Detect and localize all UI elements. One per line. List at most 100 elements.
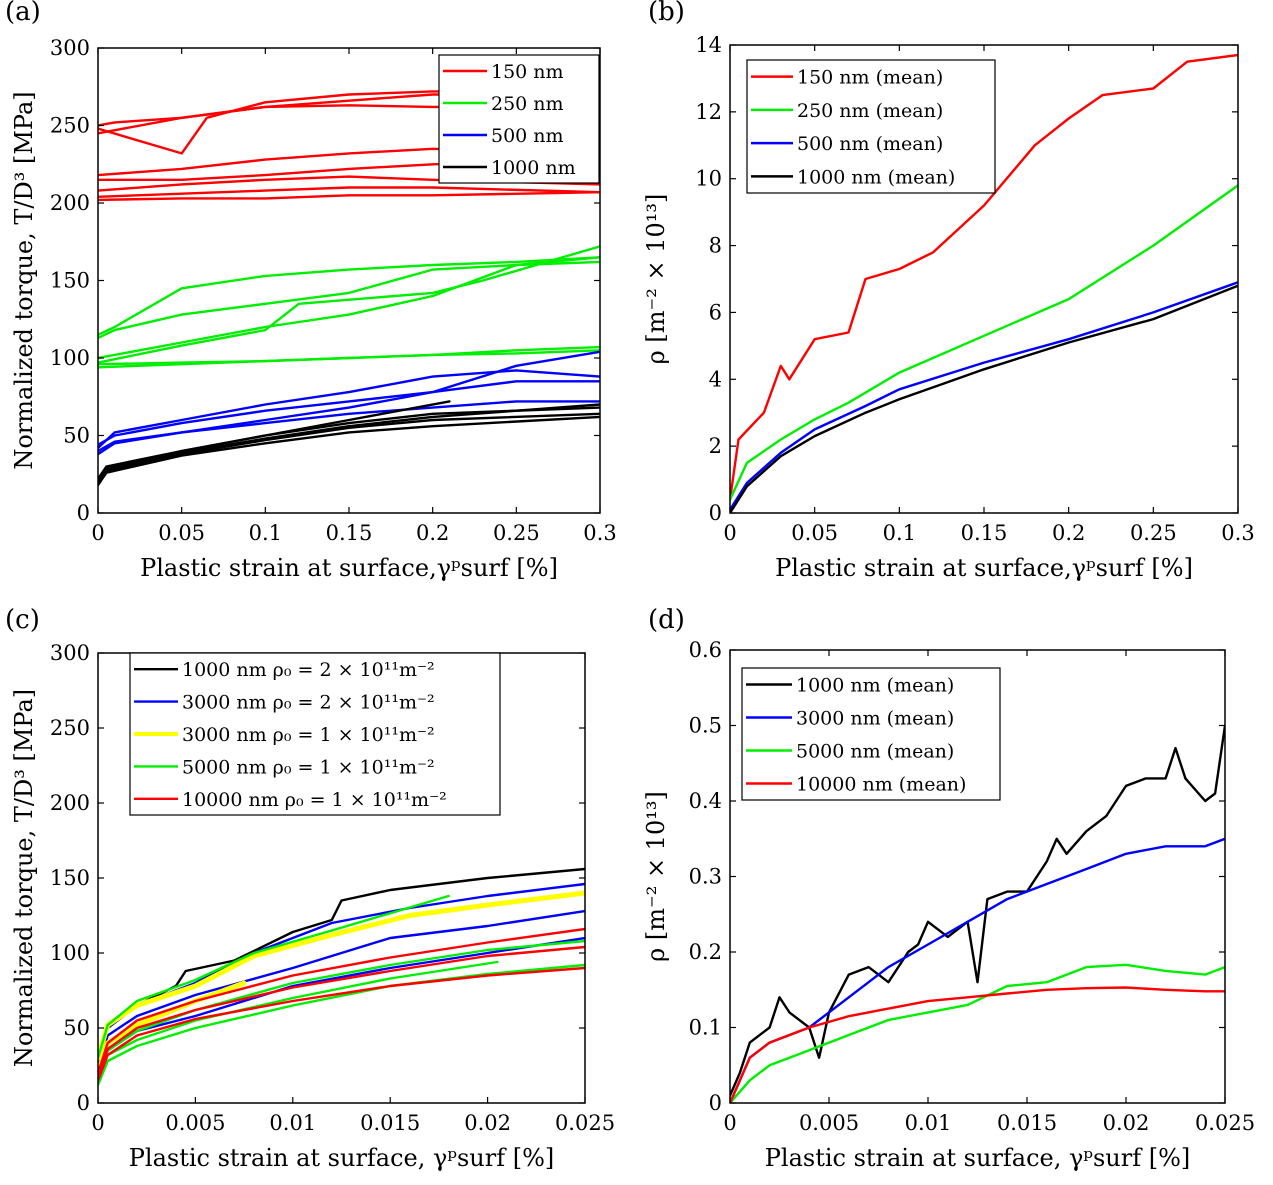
series-line-5	[98, 890, 585, 1061]
series-line-8	[98, 939, 585, 1082]
legend: 1000 nm ρ₀ = 2 × 10¹¹m⁻² 3000 nm ρ₀ = 2 ×…	[129, 652, 501, 816]
x-axis-label: Plastic strain at surface, γᵖsurf [%]	[129, 1144, 555, 1172]
x-tick-label: 0.2	[416, 521, 449, 545]
x-tick-label: 0.015	[360, 1111, 420, 1135]
legend-label: 3000 nm ρ₀ = 1 × 10¹¹m⁻²	[182, 724, 435, 746]
y-axis-label: ρ [m⁻² × 10¹³]	[642, 194, 670, 365]
series-line-1	[730, 53, 1238, 501]
series-line-3	[730, 281, 1238, 511]
legend-label: 5000 nm ρ₀ = 1 × 10¹¹m⁻²	[182, 756, 435, 778]
y-tick-label: 2	[709, 434, 722, 458]
x-tick-label: 0.02	[1103, 1111, 1150, 1135]
y-tick-label: 200	[50, 791, 90, 815]
legend-box	[438, 54, 600, 184]
x-tick-label: 0	[91, 1111, 104, 1135]
legend-label: 5000 nm (mean)	[796, 741, 954, 763]
series-line-12	[98, 256, 600, 360]
x-tick-label: 0.3	[583, 521, 616, 545]
series-group	[98, 867, 585, 1087]
y-tick-label: 4	[709, 367, 722, 391]
legend-label: 3000 nm (mean)	[796, 708, 954, 730]
y-tick-label: 100	[50, 346, 90, 370]
legend-label: 250 nm (mean)	[797, 100, 943, 122]
x-tick-label: 0	[723, 521, 736, 545]
x-axis-label: Plastic strain at surface,γᵖsurf [%]	[140, 554, 558, 582]
y-tick-label: 14	[695, 33, 722, 57]
x-axis-label: Plastic strain at surface,γᵖsurf [%]	[775, 554, 1193, 582]
series-line-9	[98, 256, 600, 336]
series-group	[730, 724, 1225, 1103]
series-line-11	[98, 245, 600, 364]
y-tick-label: 0	[77, 501, 90, 525]
series-line-7	[98, 894, 450, 1060]
y-tick-label: 250	[50, 716, 90, 740]
y-tick-label: 10	[695, 167, 722, 191]
legend: 1000 nm (mean) 3000 nm (mean) 5000 nm (mea…	[741, 667, 1001, 801]
series-line-3	[730, 963, 1225, 1103]
x-tick-label: 0.01	[905, 1111, 952, 1135]
panel-label: (c)	[5, 605, 40, 635]
legend-label: 3000 nm ρ₀ = 2 × 10¹¹m⁻²	[182, 692, 435, 714]
y-tick-label: 200	[50, 191, 90, 215]
y-axis-label: Normalized torque, T/D³ [MPa]	[10, 91, 38, 469]
series-line-18	[98, 400, 600, 456]
y-tick-label: 50	[63, 424, 90, 448]
x-tick-label: 0	[723, 1111, 736, 1135]
x-tick-label: 0.005	[799, 1111, 859, 1135]
legend-label: 10000 nm ρ₀ = 1 × 10¹¹m⁻²	[182, 789, 447, 811]
series-line-12	[98, 945, 585, 1078]
y-tick-label: 0.4	[689, 789, 722, 813]
y-tick-label: 100	[50, 941, 90, 965]
x-tick-label: 0.025	[1195, 1111, 1255, 1135]
legend: 150 nm (mean) 250 nm (mean) 500 nm (mean) 1…	[746, 59, 996, 194]
panel-label: (d)	[648, 605, 685, 635]
x-tick-label: 0.025	[555, 1111, 615, 1135]
legend-label: 500 nm	[491, 125, 564, 147]
x-tick-label: 0	[91, 521, 104, 545]
x-tick-label: 0.2	[1052, 521, 1085, 545]
panel-label: (a)	[5, 0, 41, 27]
series-line-10	[98, 260, 600, 340]
chart-panel-1: (a) 0 0.05 0.1 0.15 0.2 0.25 0.3 0 50 100 150 200 250…	[5, 0, 617, 582]
legend-box	[129, 652, 501, 816]
x-tick-label: 0.15	[326, 521, 373, 545]
x-tick-label: 0.02	[464, 1111, 511, 1135]
series-line-2	[730, 837, 1225, 1103]
series-line-4	[730, 284, 1238, 513]
series-line-16	[98, 380, 600, 446]
x-tick-label: 0.01	[269, 1111, 316, 1135]
x-tick-label: 0.005	[165, 1111, 225, 1135]
series-line-23	[98, 403, 600, 482]
series-line-4	[730, 986, 1225, 1103]
series-line-11	[98, 927, 585, 1075]
series-line-4	[98, 936, 585, 1078]
series-line-8	[98, 190, 600, 202]
y-tick-label: 300	[50, 641, 90, 665]
y-tick-label: 0.3	[689, 865, 722, 889]
legend-label: 150 nm (mean)	[797, 67, 943, 89]
legend-label: 1000 nm ρ₀ = 2 × 10¹¹m⁻²	[182, 659, 435, 681]
chart-panel-2: (b) 0 0.05 0.1 0.15 0.2 0.25 0.3 0 2 4 6 8 10 12 14 Plas…	[642, 0, 1255, 582]
y-tick-label: 6	[709, 300, 722, 324]
x-tick-label: 0.05	[791, 521, 838, 545]
series-line-2	[98, 90, 600, 155]
series-line-22	[98, 415, 600, 487]
legend-box	[746, 59, 996, 194]
y-tick-label: 0	[709, 501, 722, 525]
y-tick-label: 150	[50, 866, 90, 890]
y-tick-label: 12	[695, 100, 722, 124]
y-tick-label: 0.6	[689, 638, 722, 662]
legend-label: 250 nm	[491, 93, 564, 115]
x-tick-label: 0.25	[1130, 521, 1177, 545]
series-line-1	[730, 724, 1225, 1097]
y-tick-label: 150	[50, 269, 90, 293]
legend-label: 1000 nm	[491, 157, 576, 179]
series-line-14	[98, 349, 600, 369]
x-tick-label: 0.1	[249, 521, 282, 545]
panel-label: (b)	[648, 0, 685, 27]
series-line-10	[98, 963, 585, 1087]
y-tick-label: 0.5	[689, 714, 722, 738]
legend-label: 150 nm	[491, 61, 564, 83]
series-line-2	[730, 184, 1238, 501]
